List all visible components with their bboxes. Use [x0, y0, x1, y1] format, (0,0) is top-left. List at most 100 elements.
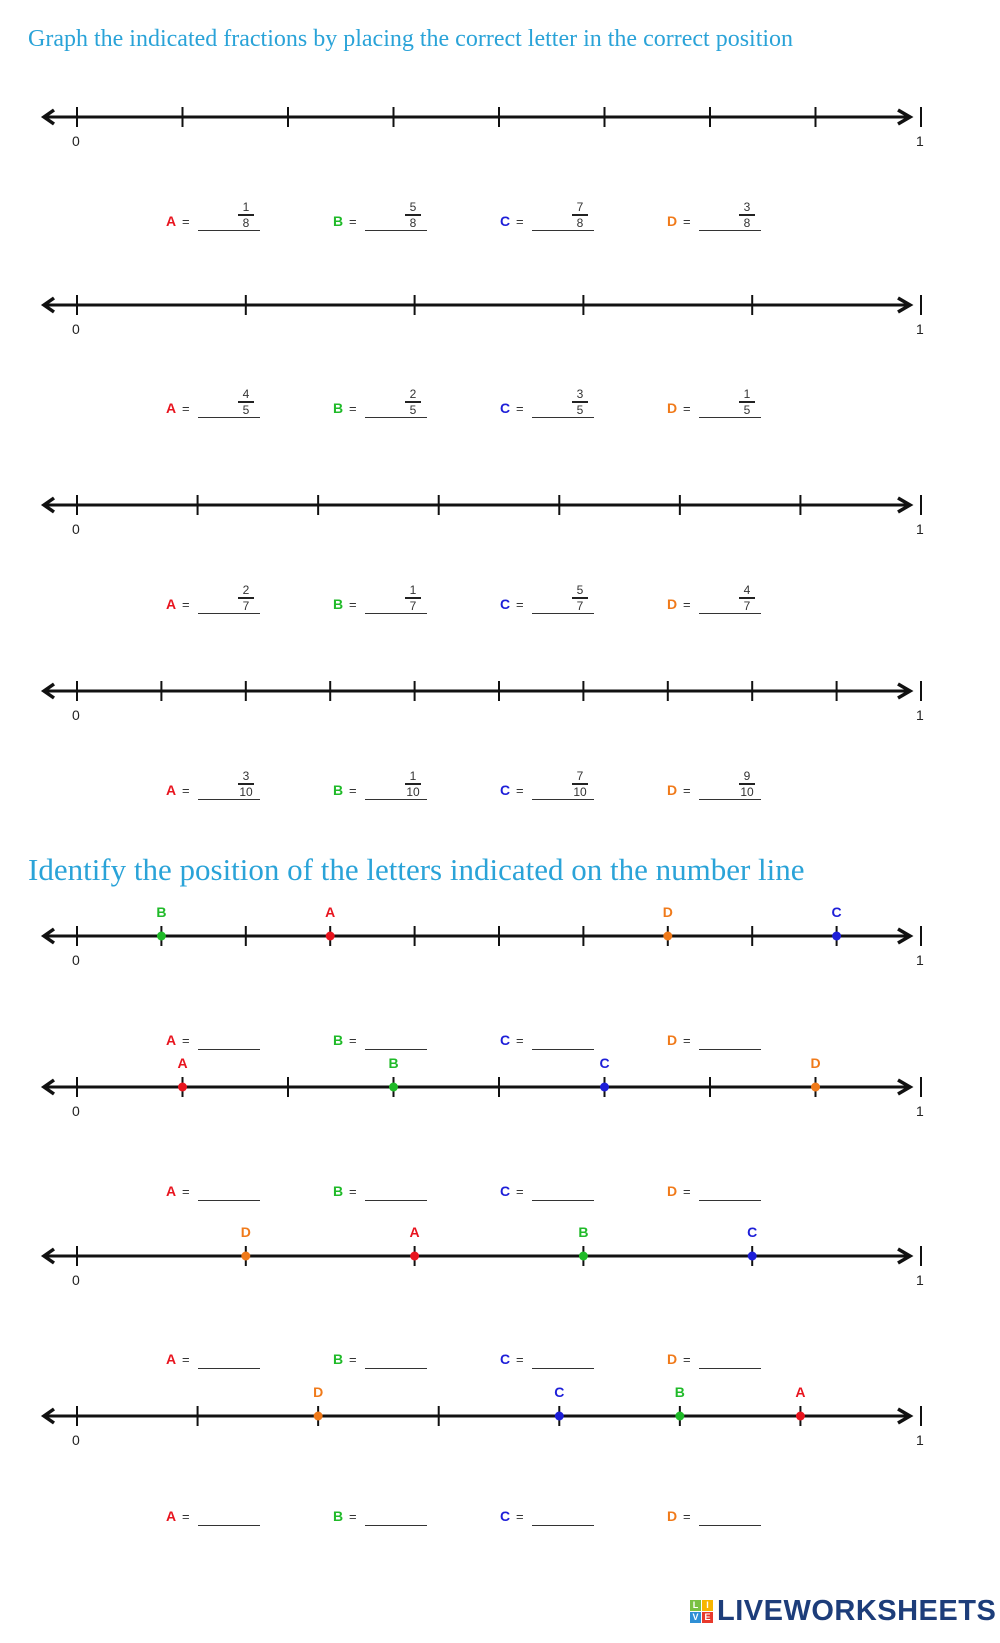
marker-d: D	[240, 1224, 251, 1240]
answer-item-c: C =	[500, 1165, 670, 1205]
equals-sign: =	[516, 1184, 524, 1199]
letter-label: B	[333, 213, 344, 229]
marker-d: D	[313, 1384, 324, 1400]
equals-sign: =	[182, 1352, 190, 1367]
answer-blank[interactable]	[198, 416, 260, 418]
letter-label: D	[667, 213, 678, 229]
answer-blank[interactable]	[365, 612, 427, 614]
equals-sign: =	[516, 783, 524, 798]
number-line	[40, 1396, 960, 1436]
answer-blank[interactable]	[532, 1199, 594, 1201]
letter-label: B	[333, 1032, 344, 1048]
left-arrow-icon	[40, 1247, 56, 1265]
answer-blank[interactable]	[699, 1524, 761, 1526]
answer-blank[interactable]	[699, 229, 761, 231]
answer-row: A = B = C = D =	[0, 1014, 1000, 1054]
equals-sign: =	[349, 1509, 357, 1524]
letter-label: A	[166, 400, 177, 416]
letter-label: A	[166, 1032, 177, 1048]
equals-sign: =	[516, 1352, 524, 1367]
letter-label: D	[667, 1032, 678, 1048]
start-label: 0	[72, 1103, 80, 1119]
answer-blank[interactable]	[532, 1524, 594, 1526]
answer-item-d: D =	[667, 1165, 837, 1205]
equals-sign: =	[182, 1184, 190, 1199]
letter-label: C	[500, 213, 511, 229]
marker-c: C	[831, 904, 842, 920]
equals-sign: =	[182, 214, 190, 229]
answer-blank[interactable]	[365, 416, 427, 418]
left-arrow-icon	[40, 927, 56, 945]
letter-label: C	[500, 1183, 511, 1199]
answer-blank[interactable]	[532, 229, 594, 231]
equals-sign: =	[182, 1509, 190, 1524]
answer-blank[interactable]	[532, 1048, 594, 1050]
number-line	[40, 285, 960, 325]
letter-label: D	[667, 782, 678, 798]
answer-blank[interactable]	[365, 798, 427, 800]
answer-item-c: C =	[500, 1333, 670, 1373]
end-label: 1	[916, 707, 924, 723]
answer-item-b: B =	[333, 1333, 503, 1373]
answer-blank[interactable]	[198, 1367, 260, 1369]
letter-label: B	[333, 400, 344, 416]
answer-blank[interactable]	[198, 798, 260, 800]
letter-label: D	[667, 1183, 678, 1199]
fraction: 9 10	[739, 769, 755, 799]
answer-blank[interactable]	[699, 1048, 761, 1050]
answer-blank[interactable]	[365, 1524, 427, 1526]
answer-blank[interactable]	[198, 612, 260, 614]
letter-label: C	[500, 1351, 511, 1367]
end-label: 1	[916, 521, 924, 537]
marker-a: A	[409, 1224, 420, 1240]
answer-blank[interactable]	[198, 1524, 260, 1526]
answer-blank[interactable]	[532, 612, 594, 614]
answer-item-a: A =	[166, 1014, 336, 1054]
answer-item-a: A = 3 10	[166, 764, 336, 804]
answer-blank[interactable]	[198, 229, 260, 231]
answer-blank[interactable]	[699, 1367, 761, 1369]
answer-blank[interactable]	[699, 416, 761, 418]
answer-blank[interactable]	[532, 416, 594, 418]
answer-item-b: B =	[333, 1490, 503, 1530]
letter-label: C	[500, 1508, 511, 1524]
answer-blank[interactable]	[699, 1199, 761, 1201]
answer-blank[interactable]	[365, 1199, 427, 1201]
number-line	[40, 671, 960, 711]
answer-item-a: A =	[166, 1333, 336, 1373]
fraction: 7 10	[572, 769, 588, 799]
start-label: 0	[72, 321, 80, 337]
answer-blank[interactable]	[198, 1199, 260, 1201]
answer-blank[interactable]	[365, 229, 427, 231]
answer-blank[interactable]	[699, 612, 761, 614]
marker-d: D	[810, 1055, 821, 1071]
equals-sign: =	[516, 214, 524, 229]
letter-label: A	[166, 596, 177, 612]
letter-label: A	[166, 782, 177, 798]
equals-sign: =	[516, 597, 524, 612]
answer-blank[interactable]	[365, 1048, 427, 1050]
letter-label: C	[500, 782, 511, 798]
answer-blank[interactable]	[699, 798, 761, 800]
equals-sign: =	[349, 401, 357, 416]
equals-sign: =	[683, 214, 691, 229]
answer-item-d: D =	[667, 1014, 837, 1054]
letter-label: D	[667, 1351, 678, 1367]
answer-blank[interactable]	[198, 1048, 260, 1050]
answer-blank[interactable]	[532, 798, 594, 800]
answer-blank[interactable]	[365, 1367, 427, 1369]
answer-blank[interactable]	[532, 1367, 594, 1369]
marker-d: D	[662, 904, 673, 920]
equals-sign: =	[516, 401, 524, 416]
equals-sign: =	[349, 1033, 357, 1048]
start-label: 0	[72, 952, 80, 968]
